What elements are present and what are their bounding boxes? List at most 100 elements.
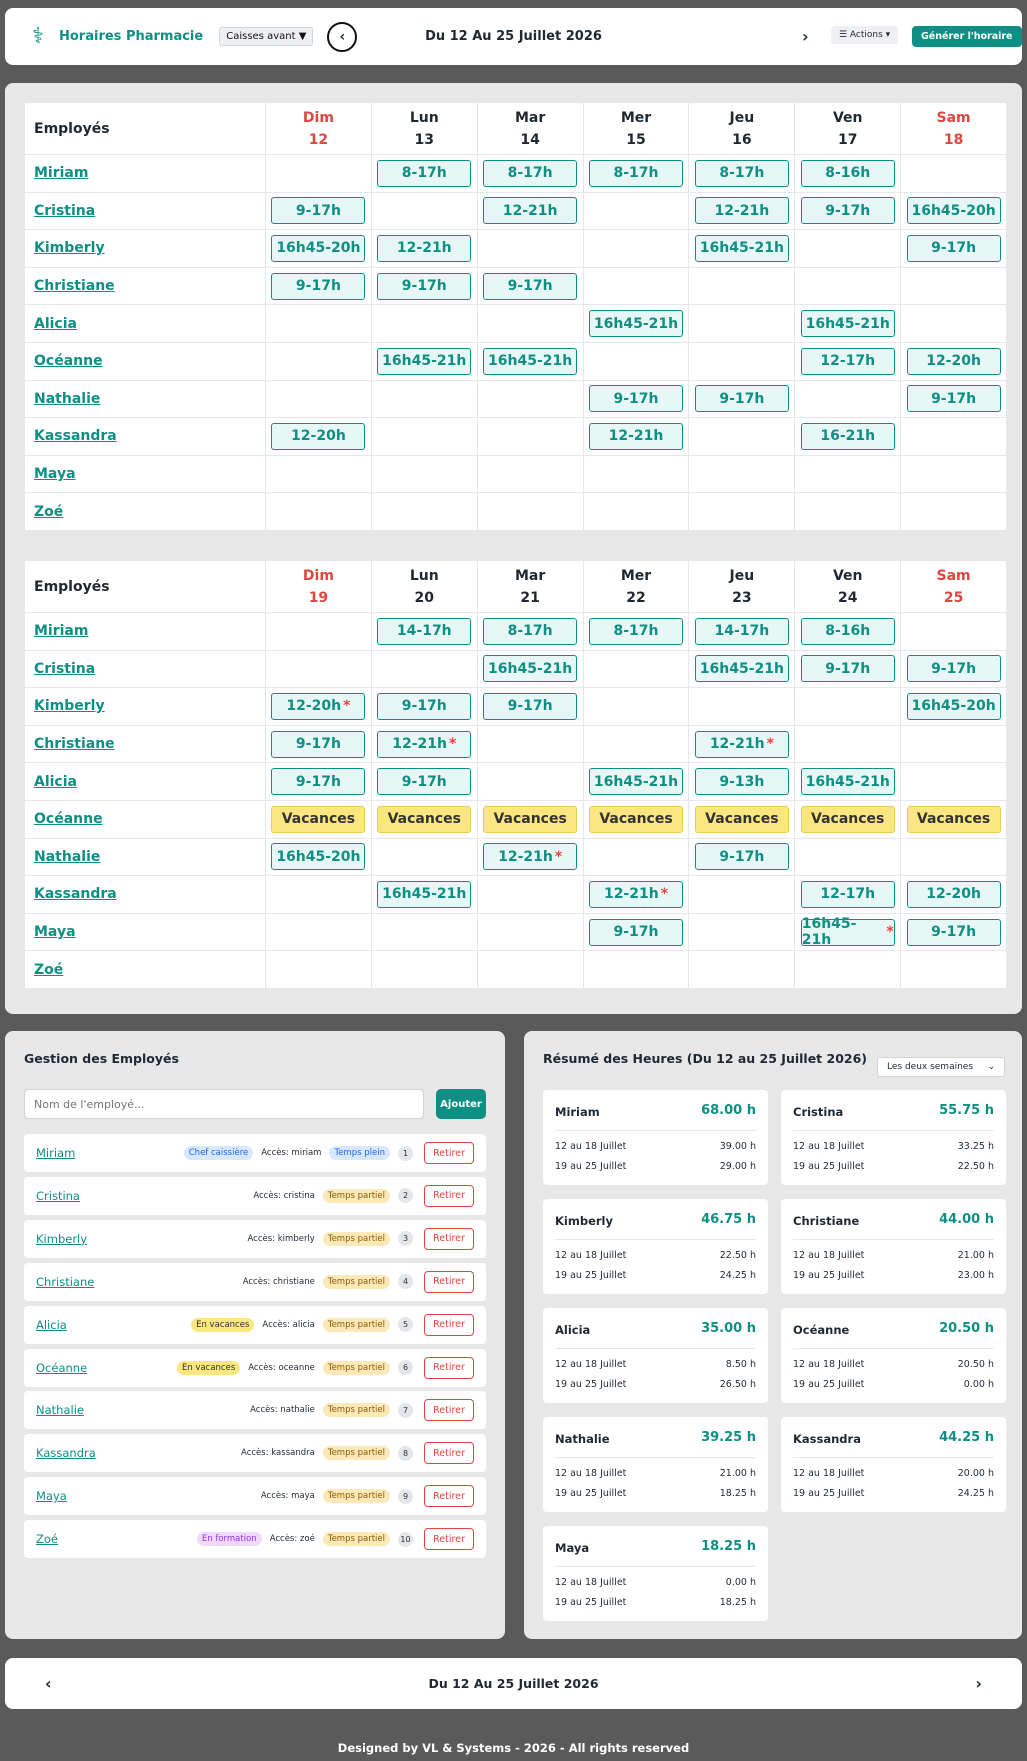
shift-badge[interactable]: 12-21h bbox=[483, 197, 578, 225]
employee-link[interactable]: Nathalie bbox=[34, 390, 101, 407]
shift-badge[interactable]: 12-20h bbox=[906, 347, 1001, 375]
shift-cell[interactable] bbox=[265, 154, 372, 193]
employee-link[interactable]: Océanne bbox=[34, 353, 103, 370]
shift-cell[interactable] bbox=[265, 912, 372, 952]
shift-cell[interactable] bbox=[582, 950, 690, 989]
shift-cell[interactable] bbox=[900, 417, 1008, 456]
shift-cell[interactable] bbox=[265, 304, 372, 343]
employee-name-link[interactable]: Kassandra bbox=[36, 1446, 96, 1461]
shift-cell[interactable] bbox=[794, 724, 902, 764]
vacation-badge[interactable]: Vacances bbox=[694, 805, 789, 833]
shift-cell[interactable] bbox=[688, 950, 796, 989]
shift-cell[interactable]: 12-21h bbox=[688, 191, 796, 231]
shift-cell[interactable] bbox=[370, 492, 478, 531]
shift-cell[interactable]: 9-17h bbox=[582, 379, 690, 419]
shift-cell[interactable] bbox=[794, 266, 902, 306]
shift-cell[interactable]: 16h45-21h bbox=[688, 229, 796, 268]
shift-cell[interactable] bbox=[582, 724, 690, 764]
shift-badge[interactable]: 16h45-21h bbox=[483, 347, 578, 375]
shift-cell[interactable]: 16h45-20h bbox=[900, 191, 1008, 231]
employee-link[interactable]: Miriam bbox=[34, 165, 89, 182]
shift-cell[interactable] bbox=[794, 229, 902, 268]
remove-employee-button[interactable]: Retirer bbox=[424, 1356, 474, 1379]
shift-cell[interactable]: 9-17h bbox=[794, 191, 902, 231]
shift-cell[interactable] bbox=[370, 454, 478, 494]
shift-badge[interactable]: 12-21h bbox=[694, 197, 789, 225]
vacation-badge[interactable]: Vacances bbox=[906, 805, 1001, 833]
shift-badge[interactable]: 14-17h bbox=[377, 617, 472, 645]
shift-cell[interactable] bbox=[900, 612, 1008, 651]
shift-cell[interactable]: 12-20h bbox=[900, 875, 1008, 914]
employee-name-link[interactable]: Alicia bbox=[36, 1317, 67, 1332]
shift-cell[interactable]: 12-21h * bbox=[476, 837, 584, 877]
shift-badge[interactable]: 8-17h bbox=[483, 617, 578, 645]
vacation-badge[interactable]: Vacances bbox=[483, 805, 578, 833]
shift-cell[interactable] bbox=[265, 875, 372, 914]
shift-badge[interactable]: 16h45-20h bbox=[271, 234, 366, 262]
shift-badge[interactable]: 16h45-21h * bbox=[800, 916, 895, 948]
vacation-badge[interactable]: Vacances bbox=[377, 805, 472, 833]
shift-cell[interactable] bbox=[476, 379, 584, 419]
bottom-next-button[interactable]: › bbox=[975, 1674, 982, 1693]
shift-cell[interactable]: 9-17h bbox=[265, 724, 372, 764]
shift-cell[interactable]: 16h45-20h bbox=[900, 687, 1008, 726]
employee-link[interactable]: Kassandra bbox=[34, 428, 117, 445]
employee-name-link[interactable]: Nathalie bbox=[36, 1403, 84, 1418]
shift-cell[interactable] bbox=[265, 649, 372, 689]
employee-link[interactable]: Cristina bbox=[34, 202, 96, 219]
employee-link[interactable]: Océanne bbox=[34, 811, 103, 828]
remove-employee-button[interactable]: Retirer bbox=[424, 1142, 474, 1164]
shift-cell[interactable]: 9-17h bbox=[688, 837, 796, 877]
shift-cell[interactable]: 12-17h bbox=[794, 875, 902, 914]
shift-cell[interactable] bbox=[476, 762, 584, 801]
employee-name-link[interactable]: Kimberly bbox=[36, 1231, 88, 1246]
shift-badge[interactable]: 16h45-21h bbox=[800, 768, 895, 796]
shift-badge[interactable]: 9-17h bbox=[694, 843, 789, 871]
shift-cell[interactable]: 8-17h bbox=[476, 154, 584, 193]
shift-cell[interactable]: 8-17h bbox=[688, 154, 796, 193]
shift-cell[interactable] bbox=[794, 492, 902, 531]
shift-cell[interactable] bbox=[476, 912, 584, 952]
remove-employee-button[interactable]: Retirer bbox=[424, 1313, 474, 1336]
shift-badge[interactable]: 9-17h bbox=[377, 272, 472, 300]
shift-cell[interactable]: 8-16h bbox=[794, 154, 902, 193]
shift-cell[interactable]: 12-20h * bbox=[265, 687, 372, 726]
shift-cell[interactable]: 9-17h bbox=[370, 266, 478, 306]
shift-badge[interactable]: 9-17h bbox=[800, 197, 895, 225]
shift-badge[interactable]: 9-17h bbox=[906, 655, 1001, 683]
shift-cell[interactable]: 8-17h bbox=[582, 612, 690, 651]
shift-badge[interactable]: 16h45-21h bbox=[694, 655, 789, 683]
shift-badge[interactable]: 16h45-21h bbox=[377, 880, 472, 908]
remove-employee-button[interactable]: Retirer bbox=[424, 1270, 474, 1293]
shift-cell[interactable] bbox=[900, 950, 1008, 989]
shift-badge[interactable]: 9-17h bbox=[906, 918, 1001, 946]
shift-cell[interactable]: Vacances bbox=[476, 799, 584, 839]
employee-link[interactable]: Christiane bbox=[34, 278, 115, 295]
shift-cell[interactable]: 12-17h bbox=[794, 341, 902, 381]
shift-cell[interactable]: 12-21h bbox=[476, 191, 584, 231]
employee-link[interactable]: Maya bbox=[34, 924, 76, 941]
app-title[interactable]: Horaires Pharmacie bbox=[59, 29, 204, 44]
shift-cell[interactable] bbox=[688, 266, 796, 306]
employee-link[interactable]: Cristina bbox=[34, 660, 96, 677]
shift-badge[interactable]: 12-20h * bbox=[271, 692, 366, 720]
shift-badge[interactable]: 16h45-21h bbox=[589, 310, 683, 338]
summary-period-select[interactable]: Les deux semaines ⌄ bbox=[877, 1057, 1005, 1077]
shift-badge[interactable]: 9-17h bbox=[483, 692, 578, 720]
shift-cell[interactable]: 16h45-21h bbox=[794, 304, 902, 343]
shift-cell[interactable]: 9-17h bbox=[265, 266, 372, 306]
shift-cell[interactable] bbox=[370, 379, 478, 419]
shift-cell[interactable] bbox=[476, 950, 584, 989]
employee-link[interactable]: Kimberly bbox=[34, 698, 105, 715]
shift-badge[interactable]: 16h45-20h bbox=[271, 843, 366, 871]
shift-cell[interactable]: 9-17h bbox=[582, 912, 690, 952]
shift-badge[interactable]: 16-21h bbox=[800, 422, 895, 450]
shift-cell[interactable]: 16h45-21h bbox=[476, 649, 584, 689]
shift-cell[interactable] bbox=[688, 304, 796, 343]
remove-employee-button[interactable]: Retirer bbox=[424, 1227, 474, 1250]
shift-cell[interactable] bbox=[370, 304, 478, 343]
shift-cell[interactable] bbox=[370, 950, 478, 989]
remove-employee-button[interactable]: Retirer bbox=[424, 1399, 474, 1422]
shift-cell[interactable]: 12-21h * bbox=[370, 724, 478, 764]
shift-badge[interactable]: 16h45-21h bbox=[377, 347, 472, 375]
